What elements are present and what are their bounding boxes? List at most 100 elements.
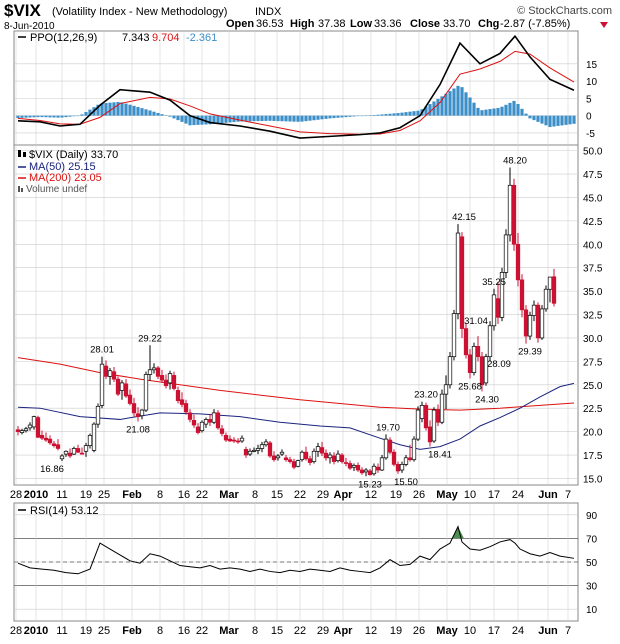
candle-up (363, 469, 369, 473)
candle-up (439, 393, 445, 423)
rsi-tick-label: 10 (586, 605, 598, 616)
ppo-histogram-bar (532, 115, 536, 121)
ppo-histogram-bar (280, 115, 284, 122)
candle-up (431, 409, 437, 442)
ppo-histogram-bar (240, 115, 244, 122)
x-axis-label: 25 (98, 489, 110, 501)
candle-down (227, 438, 233, 442)
candle-down (331, 455, 337, 462)
ppo-histogram-bar (464, 92, 468, 116)
price-tick-label: 15.0 (583, 474, 603, 485)
x-axis-label: 19 (390, 625, 402, 637)
candle-down (39, 435, 45, 439)
ppo-histogram-bar (388, 113, 392, 116)
ppo-histogram-bar (144, 109, 148, 116)
ppo-plot (16, 34, 576, 139)
candle-up (71, 448, 77, 455)
volume-legend-icon (18, 186, 20, 192)
candle-down (235, 440, 241, 443)
x-axis-lower: 28 2010 11 19 25 Feb 8 16 22 Mar 8 15 22 29 Apr 12 19 26 M… (10, 625, 571, 637)
open-value: 36.53 (256, 18, 284, 30)
x-axis-label: 26 (413, 489, 425, 501)
candle-up (415, 409, 421, 440)
candle-down (475, 346, 481, 358)
x-axis-label: 10 (464, 625, 476, 637)
candle-down (391, 451, 397, 465)
x-axis-label: 15 (271, 489, 283, 501)
x-axis-label: 12 (365, 625, 377, 637)
x-axis-label: 22 (196, 489, 208, 501)
candle-down (283, 457, 289, 461)
ppo-histogram-bar (436, 98, 440, 116)
ppo-hist-value: -2.361 (186, 32, 217, 44)
x-axis-label: 17 (488, 489, 500, 501)
volume-legend-label: Volume undef (26, 184, 87, 195)
price-annotation: 42.15 (452, 212, 476, 223)
ppo-histogram-bar (188, 115, 192, 126)
ppo-histogram-bar (68, 115, 72, 117)
candle-up (351, 464, 357, 468)
ppo-histogram-bar (56, 115, 60, 118)
price-tick-label: 45.0 (583, 193, 603, 204)
ppo-histogram-bar (164, 115, 168, 116)
ppo-histogram-bar (124, 103, 128, 116)
price-tick-label: 27.5 (583, 357, 603, 368)
candle-up (259, 444, 265, 449)
candle-down (303, 451, 309, 460)
candle-up (531, 304, 537, 316)
candle-down (183, 403, 189, 413)
ppo-histogram-bar (384, 114, 388, 116)
candle-up (91, 423, 97, 451)
ppo-histogram-bar (360, 115, 364, 117)
axis-ticks: 50.0 47.5 45.0 42.5 40.0 37.5 35.0 32.5 30.0 27.5… (583, 60, 603, 616)
candle-down (131, 403, 137, 414)
candle-down (159, 375, 165, 381)
rsi-tick-label: 50 (586, 558, 598, 569)
candle-down (115, 378, 121, 395)
candle-up (59, 455, 65, 460)
ppo-histogram-bar (148, 110, 152, 116)
x-axis-label: Apr (334, 489, 354, 501)
ppo-histogram-bar (132, 105, 136, 116)
candle-up (83, 445, 89, 452)
ppo-tick-label: 5 (586, 94, 592, 105)
x-axis-label: 8 (252, 489, 258, 501)
candle-down (407, 457, 413, 461)
x-axis-label: 24 (512, 489, 524, 501)
ppo-histogram-bar (568, 115, 572, 125)
ppo-histogram-bar (64, 115, 68, 118)
ppo-histogram-bar (108, 102, 112, 116)
candle-up (255, 448, 261, 451)
ppo-histogram-bar (48, 115, 52, 118)
candle-down (187, 412, 193, 420)
ppo-histogram-bar (460, 87, 464, 116)
candle-down (127, 394, 133, 404)
candle-up (383, 438, 389, 459)
volume-legend-icon-2 (21, 188, 23, 192)
ppo-histogram-bar (120, 102, 124, 116)
candle-down (171, 375, 177, 389)
candle-down (519, 279, 525, 311)
candle-down (179, 399, 185, 405)
ppo-histogram-bar (352, 115, 356, 117)
ppo-histogram-bar (368, 115, 372, 116)
ppo-histogram-bar (16, 115, 20, 119)
candle-down (271, 455, 277, 461)
candle-down (343, 462, 349, 464)
symbol-title: $VIX (4, 1, 42, 20)
x-axis-label: Feb (122, 489, 142, 501)
candle-down (51, 443, 57, 447)
ppo-histogram-bar (404, 112, 408, 116)
x-axis-label: Apr (334, 625, 354, 637)
price-plot (15, 167, 575, 477)
ppo-histogram-bar (340, 115, 344, 118)
candle-up (295, 460, 301, 467)
ppo-histogram-bar (396, 113, 400, 116)
price-tick-label: 22.5 (583, 404, 603, 415)
x-axis-label: Mar (219, 625, 239, 637)
candle-down (267, 442, 273, 457)
candle-up (455, 232, 461, 314)
ppo-histogram-bar (484, 109, 488, 116)
